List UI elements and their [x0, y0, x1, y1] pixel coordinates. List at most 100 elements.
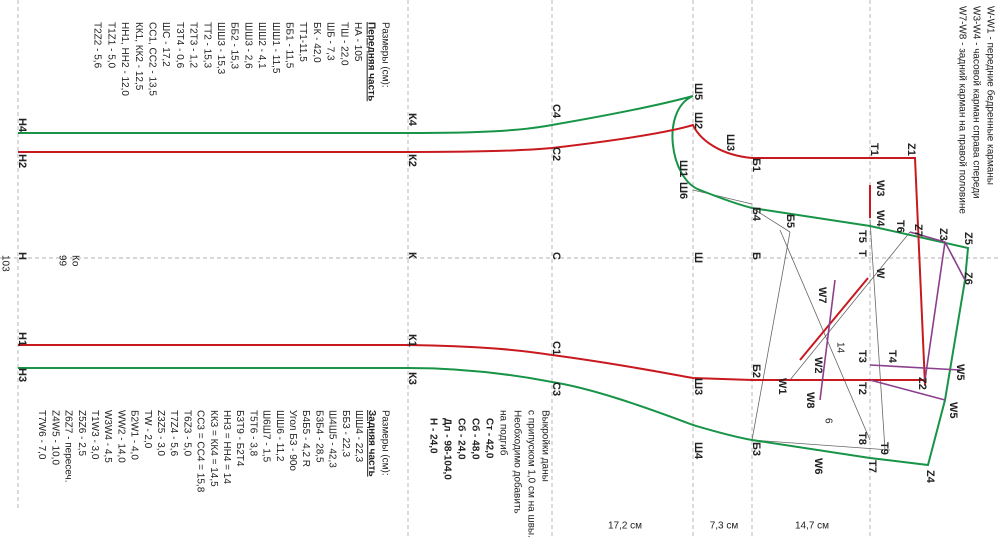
point-label: Т6	[894, 220, 906, 233]
size-item: Т7W6 - 7,0	[36, 410, 47, 460]
side-label: 99	[56, 255, 67, 267]
note: W3-W4 - часовой карман справа спереди	[970, 6, 981, 199]
size-item: Т6Z3 - 5,0	[181, 410, 192, 457]
point-label: Z5	[962, 232, 974, 245]
pattern-lines	[18, 95, 970, 467]
body-size: Сб - 24,0	[455, 418, 467, 460]
point-label: W6	[812, 458, 824, 475]
point-label: Т9	[878, 442, 890, 455]
size-item: Угол Б3 - 90о	[287, 410, 298, 471]
side-label: 14	[834, 342, 845, 354]
size-item: Б3Б4 - 28,5	[313, 410, 324, 463]
body-size: Н - 24,0	[427, 418, 438, 454]
point-label: С3	[550, 382, 562, 396]
size-item: Б4Б5 - 4,2 R	[300, 410, 311, 467]
body-size: Дл - 98-104,0	[441, 418, 452, 480]
point-label: С4	[550, 104, 562, 119]
point-label: С	[550, 252, 562, 260]
point-label: Б1	[750, 158, 762, 172]
point-label: Ш1	[677, 160, 689, 177]
size-item: Т3Т4 - 0,6	[174, 22, 185, 69]
point-label: К4	[406, 113, 418, 127]
point-label: W3	[874, 180, 886, 197]
dimension: 14,7 см	[795, 521, 829, 532]
point-label: К	[406, 252, 418, 259]
point-label: Z6	[962, 272, 974, 285]
size-item: Т7Z4 - 5,6	[168, 410, 179, 457]
point-label: Т	[856, 250, 868, 257]
side-label: 103	[0, 255, 10, 272]
size-item: ББ2 - 15,3	[229, 22, 240, 69]
point-label: К2	[406, 154, 418, 167]
size-item: Т5Т6 - 3,8	[247, 410, 258, 457]
size-item: Т1W3 - 3,0	[89, 410, 100, 460]
body-size: Ст - 42,0	[483, 418, 494, 459]
size-item: СС1, СС2 - 13,5	[146, 22, 157, 96]
size-item: ШС - 17,2	[160, 22, 171, 67]
size-item: ТТ1-11,5	[297, 22, 308, 62]
size-item: Ш4Ш5 - 42,3	[327, 410, 338, 468]
point-label: W2	[812, 357, 824, 374]
size-item: Z5Z6 - 2,5	[76, 410, 87, 457]
point-label: Б	[750, 252, 762, 260]
size-item: Б2W1 - 4,0	[129, 410, 140, 460]
point-label: Б3	[750, 442, 762, 456]
point-label: Н2	[16, 154, 28, 168]
side-label: 6	[822, 418, 833, 424]
size-item: ББ3 - 22,3	[340, 410, 351, 457]
size-item: Ш6Ш7 - 1,5	[261, 410, 272, 463]
size-item: КК1, КК2 - 12,5	[133, 22, 144, 91]
size-item: СС3 = СС4 = 15,8	[195, 410, 206, 493]
size-item: WW2 - 14,0	[115, 410, 126, 463]
size-item: ШШ3 - 15,3	[215, 22, 226, 75]
point-label: Ш5	[692, 83, 704, 100]
point-label: Б5	[784, 214, 796, 228]
size-item: Z4W5 - 10,0	[49, 410, 60, 465]
point-label: С2	[550, 147, 562, 161]
point-label: Н	[16, 252, 28, 260]
size-item: Z3Z5 - 3,0	[155, 410, 166, 457]
point-label: Т8	[856, 432, 868, 445]
point-label: Ш3	[724, 134, 736, 151]
point-label: Н1	[16, 332, 28, 346]
point-label: W	[874, 268, 886, 279]
point-label: Т5	[856, 230, 868, 243]
pattern-note: с припуском 1,0 см на швы.	[525, 410, 536, 538]
size-item: ШБ - 7,3	[325, 22, 336, 61]
point-label: W8	[804, 392, 816, 409]
size-item: ТТ2 - 15,3	[201, 22, 212, 69]
size-item: Т2Т3 - 1,2	[188, 22, 199, 69]
point-label: Z1	[905, 143, 917, 156]
point-label: К1	[406, 334, 418, 347]
size-item: НН1, НН2 - 12,0	[119, 22, 130, 96]
size-item: КК3 = КК4 = 14,5	[208, 410, 219, 487]
size-item: ШШ6 - 11,2	[274, 410, 285, 462]
size-item: ШШ1 - 11,5	[270, 22, 281, 74]
pattern-note: Необходимо добавить	[511, 410, 523, 514]
sizes-title: Размеры (см):	[379, 410, 390, 476]
size-item: ШШ2 - 4,1	[256, 22, 267, 69]
dimension: 17,2 см	[608, 521, 642, 532]
point-label: Z3	[937, 228, 949, 241]
point-label: Ш6	[677, 182, 689, 199]
point-label: Ш	[692, 252, 704, 263]
point-label: Z2	[916, 377, 928, 390]
size-item: ШШ3 - 2,6	[242, 22, 253, 69]
point-label: Ш2	[692, 112, 704, 129]
point-label: Т3	[856, 350, 868, 363]
pattern-note: Выкройки даны	[539, 410, 550, 482]
point-label: Z7	[912, 224, 924, 237]
point-label: Т4	[886, 350, 898, 364]
size-item: ТW - 2,0	[142, 410, 153, 449]
point-label: Ш3	[692, 378, 704, 395]
point-label: Т1	[868, 143, 880, 156]
size-item: БК - 42,0	[311, 22, 322, 63]
point-label: Z4	[924, 470, 936, 484]
point-label: Б2	[750, 364, 762, 378]
note: W-W1 - передние бедренные карманы	[984, 6, 996, 185]
size-item: W3W4 - 4,5	[102, 410, 113, 463]
body-size: Сб - 48,0	[469, 418, 481, 460]
